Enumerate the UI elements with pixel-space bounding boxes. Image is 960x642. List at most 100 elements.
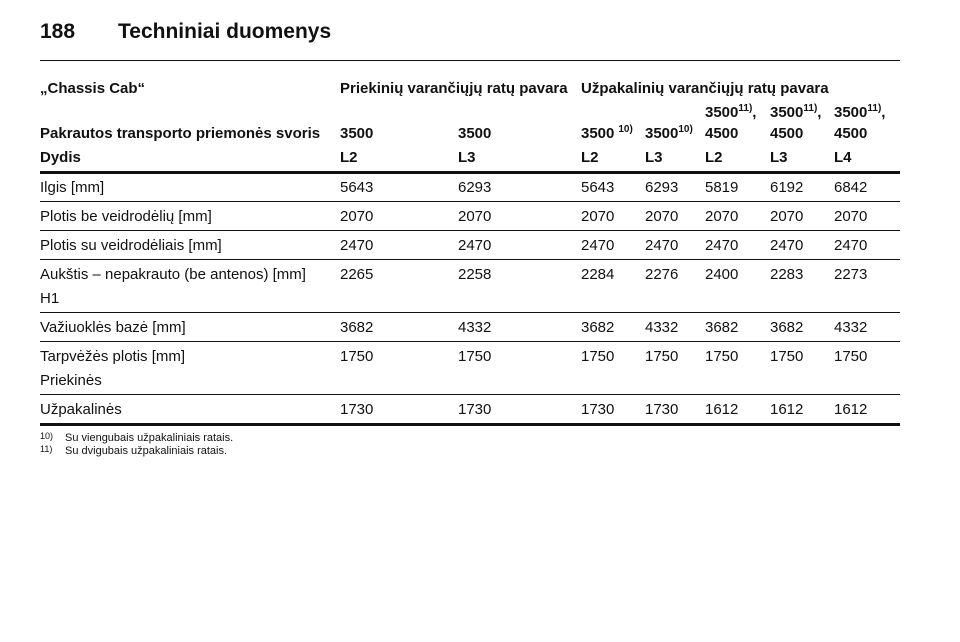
cell-text: 3500 xyxy=(705,104,739,121)
cell: 6192 xyxy=(770,179,804,196)
cell: 4332 xyxy=(834,319,868,336)
rule xyxy=(40,60,900,61)
cell: 2258 xyxy=(458,266,492,283)
cell: 2470 xyxy=(581,237,615,254)
cell: 2283 xyxy=(770,266,804,283)
cell: 2284 xyxy=(581,266,615,283)
cell: 3682 xyxy=(770,319,804,336)
row-sublabel: Priekinės xyxy=(40,372,102,389)
cell-text: 3500 xyxy=(770,104,804,121)
footnote-text: Su dvigubais užpakaliniais ratais. xyxy=(65,445,228,457)
rule xyxy=(40,394,900,395)
row-header: Pakrautos transporto priemonės svoris xyxy=(40,125,321,142)
cell: 2470 xyxy=(705,237,739,254)
rule xyxy=(40,341,900,342)
cell: 2070 xyxy=(581,208,615,225)
cell: 3500 xyxy=(340,125,373,143)
cell: 3682 xyxy=(705,319,739,336)
column-header: Priekinių varančiųjų ratų pavara xyxy=(340,80,568,97)
rule xyxy=(40,312,900,313)
cell: 2470 xyxy=(340,237,374,254)
cell: 1730 xyxy=(458,401,492,418)
cell-text: 3500 xyxy=(340,125,374,142)
cell: 3682 xyxy=(581,319,615,336)
cell: 2470 xyxy=(770,237,804,254)
cell: 2470 xyxy=(645,237,679,254)
cell: L2 xyxy=(705,149,723,166)
cell: 4332 xyxy=(645,319,679,336)
cell: L2 xyxy=(581,149,599,166)
cell: 2070 xyxy=(770,208,804,225)
cell: 1750 xyxy=(581,348,615,365)
footnote-ref: 10) xyxy=(678,124,693,135)
cell: 4500 xyxy=(705,125,739,142)
row-header: Dydis xyxy=(40,149,81,166)
cell: 6293 xyxy=(458,179,492,196)
cell: 5819 xyxy=(705,179,739,196)
column-header: „Chassis Cab“ xyxy=(40,80,146,97)
row-label: Ilgis [mm] xyxy=(40,179,105,196)
footnote-ref: 10) xyxy=(618,124,633,135)
cell: 2070 xyxy=(340,208,374,225)
rule xyxy=(40,230,900,231)
cell: 1750 xyxy=(770,348,804,365)
cell: 2400 xyxy=(705,266,739,283)
cell: 2276 xyxy=(645,266,679,283)
rule xyxy=(40,171,900,174)
cell: 350010) xyxy=(645,125,693,143)
footnote-ref: 11) xyxy=(803,103,818,114)
cell: 3500 xyxy=(458,125,491,143)
cell: 4332 xyxy=(458,319,492,336)
cell: 1612 xyxy=(770,401,804,418)
cell: L2 xyxy=(340,149,358,166)
footnote-mark: 11) xyxy=(40,444,53,454)
rule xyxy=(40,201,900,202)
cell: 2265 xyxy=(340,266,374,283)
cell: 1730 xyxy=(340,401,374,418)
row-label: Užpakalinės xyxy=(40,401,122,418)
row-label: Tarpvėžės plotis [mm] xyxy=(40,348,186,365)
row-label: Plotis be veidrodėlių [mm] xyxy=(40,208,212,225)
row-label: Aukštis – nepakrauto (be antenos) [mm] xyxy=(40,266,306,283)
row-label: Plotis su veidrodėliais [mm] xyxy=(40,237,222,254)
cell: 2273 xyxy=(834,266,868,283)
rule xyxy=(40,423,900,426)
cell: 5643 xyxy=(581,179,615,196)
cell: 5643 xyxy=(340,179,374,196)
cell: 2070 xyxy=(458,208,492,225)
footnote-mark: 10) xyxy=(40,431,54,441)
row-sublabel: H1 xyxy=(40,290,60,307)
cell: L3 xyxy=(645,149,663,166)
rule xyxy=(40,259,900,260)
cell: 1750 xyxy=(834,348,868,365)
cell-text: 3500 xyxy=(458,125,492,142)
cell: 1750 xyxy=(340,348,374,365)
cell: 2470 xyxy=(834,237,868,254)
cell: L3 xyxy=(770,149,788,166)
cell: 350011), xyxy=(770,104,821,122)
separator: , xyxy=(752,104,757,121)
cell: 2070 xyxy=(834,208,868,225)
footnote-ref: 11) xyxy=(867,103,882,114)
cell: 1750 xyxy=(705,348,739,365)
cell: L3 xyxy=(458,149,476,166)
cell-text: 3500 xyxy=(581,125,615,142)
cell-text: 3500 xyxy=(834,104,868,121)
cell: 1612 xyxy=(834,401,868,418)
cell: 6293 xyxy=(645,179,679,196)
footnote-ref: 11) xyxy=(738,103,753,114)
cell: 350011), xyxy=(705,104,756,122)
page-number: 188 xyxy=(40,20,76,43)
separator: , xyxy=(881,104,886,121)
cell: 6842 xyxy=(834,179,868,196)
cell-text: 3500 xyxy=(645,125,679,142)
row-label: Važiuoklės bazė [mm] xyxy=(40,319,186,336)
cell: 3682 xyxy=(340,319,374,336)
cell: 4500 xyxy=(834,125,868,142)
cell: 2470 xyxy=(458,237,492,254)
footnote-text: Su viengubais užpakaliniais ratais. xyxy=(65,432,234,444)
cell: L4 xyxy=(834,149,852,166)
cell: 1750 xyxy=(458,348,492,365)
